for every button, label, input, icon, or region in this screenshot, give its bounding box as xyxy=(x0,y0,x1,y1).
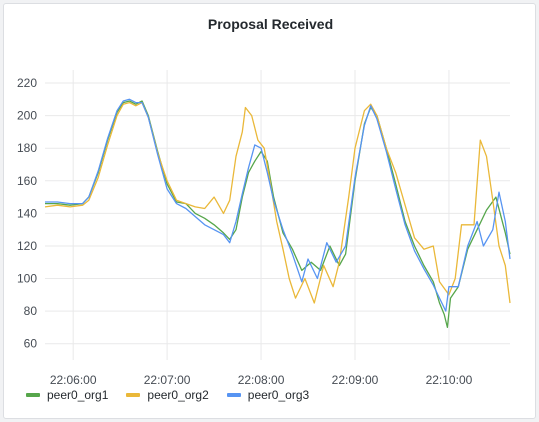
legend-item-peer0_org1[interactable]: peer0_org1 xyxy=(26,388,108,402)
y-tick-label: 60 xyxy=(24,337,38,351)
panel-title: Proposal Received xyxy=(207,16,334,32)
y-tick-label: 180 xyxy=(17,141,37,155)
legend-swatch xyxy=(226,393,241,397)
y-tick-label: 100 xyxy=(17,272,37,286)
x-tick-label: 22:06:00 xyxy=(50,373,97,387)
legend-item-peer0_org2[interactable]: peer0_org2 xyxy=(126,388,209,402)
series-line-peer0_org3 xyxy=(45,98,511,312)
x-tick-label: 22:08:00 xyxy=(238,373,285,387)
legend-label: peer0_org2 xyxy=(147,388,209,402)
series-line-peer0_org2 xyxy=(44,101,511,304)
y-tick-label: 220 xyxy=(17,76,37,90)
chart-panel: Proposal Received xyxy=(3,3,536,419)
x-tick-label: 22:07:00 xyxy=(144,373,191,387)
legend-item-peer0_org3[interactable]: peer0_org3 xyxy=(226,388,310,402)
y-tick-label: 200 xyxy=(17,109,37,123)
y-tick-label: 80 xyxy=(24,304,38,318)
legend-swatch xyxy=(26,393,40,397)
legend-label: peer0_org3 xyxy=(247,388,310,402)
y-tick-label: 120 xyxy=(17,239,37,253)
x-tick-label: 22:10:00 xyxy=(426,373,473,387)
legend-label: peer0_org1 xyxy=(47,388,109,402)
legend-swatch xyxy=(126,393,141,397)
y-tick-label: 160 xyxy=(17,174,37,188)
y-tick-label: 140 xyxy=(17,206,37,220)
x-tick-label: 22:09:00 xyxy=(332,373,379,387)
legend: peer0_org1 peer0_org2 peer0_org3 xyxy=(26,388,309,402)
